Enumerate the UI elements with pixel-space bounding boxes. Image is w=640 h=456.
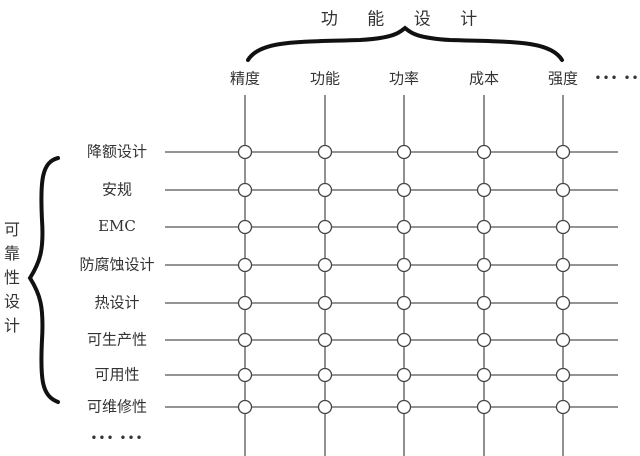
intersection-node xyxy=(396,144,412,160)
top-brace xyxy=(246,25,564,62)
column-label: 成本 xyxy=(468,69,500,88)
intersection-node xyxy=(396,367,412,383)
row-label: 可生产性 xyxy=(86,330,148,349)
column-label: 强度 xyxy=(547,69,579,88)
row-label: 安规 xyxy=(101,180,133,199)
intersection-node xyxy=(317,399,333,415)
intersection-node xyxy=(555,257,571,273)
intersection-node xyxy=(555,295,571,311)
intersection-node xyxy=(237,219,253,235)
intersection-node xyxy=(396,295,412,311)
intersection-node xyxy=(476,219,492,235)
intersection-node xyxy=(555,399,571,415)
intersection-node xyxy=(396,399,412,415)
rows-more-ellipsis: ••• ••• xyxy=(90,431,144,445)
reliability-design-title: 可靠性设计 xyxy=(3,220,20,335)
intersection-node xyxy=(555,182,571,198)
row-label: 热设计 xyxy=(94,293,140,312)
column-label: 精度 xyxy=(229,69,261,88)
intersection-node xyxy=(476,182,492,198)
intersection-node xyxy=(317,144,333,160)
intersection-node xyxy=(237,182,253,198)
intersection-node xyxy=(317,332,333,348)
intersection-node xyxy=(237,367,253,383)
left-brace xyxy=(27,156,60,404)
intersection-node xyxy=(237,144,253,160)
intersection-node xyxy=(476,257,492,273)
intersection-node xyxy=(317,367,333,383)
columns-more-ellipsis: ••• •• xyxy=(594,71,640,85)
row-label: 降额设计 xyxy=(86,142,148,161)
intersection-node xyxy=(476,367,492,383)
row-label: EMC xyxy=(98,217,136,235)
intersection-node xyxy=(237,257,253,273)
intersection-node xyxy=(396,257,412,273)
row-label: 可用性 xyxy=(94,365,140,384)
intersection-node xyxy=(476,144,492,160)
row-label: 可维修性 xyxy=(86,397,148,416)
intersection-node xyxy=(237,399,253,415)
functional-design-title: 功 能 设 计 xyxy=(320,9,490,30)
intersection-node xyxy=(237,332,253,348)
intersection-node xyxy=(555,332,571,348)
row-label: 防腐蚀设计 xyxy=(79,255,155,274)
column-label: 功能 xyxy=(309,69,341,88)
intersection-node xyxy=(555,219,571,235)
intersection-node xyxy=(317,219,333,235)
intersection-node xyxy=(237,295,253,311)
intersection-node xyxy=(396,219,412,235)
intersection-node xyxy=(555,367,571,383)
intersection-node xyxy=(476,399,492,415)
intersection-node xyxy=(317,182,333,198)
intersection-node xyxy=(317,295,333,311)
column-label: 功率 xyxy=(388,69,420,88)
intersection-node xyxy=(555,144,571,160)
intersection-node xyxy=(476,295,492,311)
intersection-node xyxy=(317,257,333,273)
intersection-node xyxy=(396,332,412,348)
intersection-node xyxy=(476,332,492,348)
intersection-node xyxy=(396,182,412,198)
